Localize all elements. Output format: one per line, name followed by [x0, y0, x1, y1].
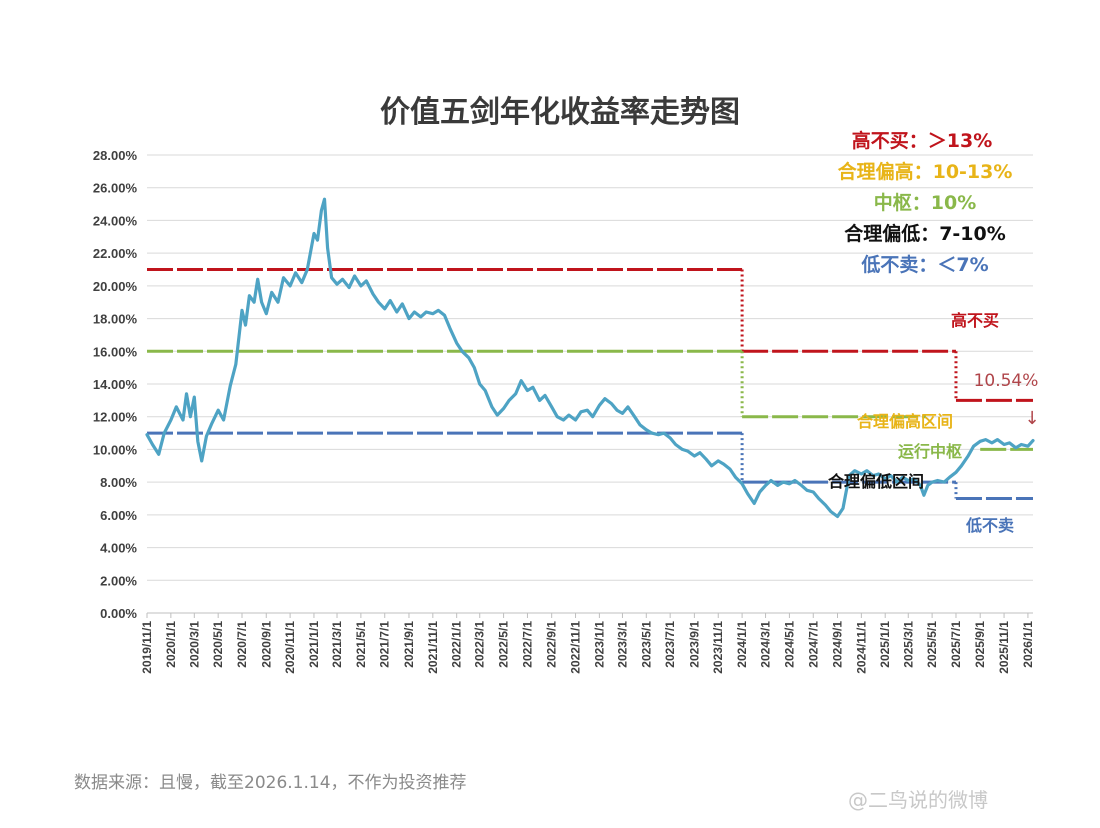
x-axis: 2019/11/1 2020/1/1 2020/3/1 2020/5/1 2020/7/…: [140, 613, 1035, 674]
y-tick-label: 12.00%: [93, 410, 138, 425]
arrow-icon: ↓: [1024, 408, 1039, 429]
x-tick-label: 2024/3/1: [759, 621, 773, 668]
x-tick-label: 2021/5/1: [354, 621, 368, 668]
x-tick-label: 2020/3/1: [187, 621, 201, 668]
y-tick-label: 4.00%: [100, 541, 137, 556]
x-tick-label: 2023/11/1: [711, 621, 725, 674]
x-tick-label: 2021/3/1: [330, 621, 344, 668]
y-tick-label: 14.00%: [93, 377, 138, 392]
y-tick-label: 6.00%: [100, 508, 137, 523]
data-source-note: 数据来源：且慢，截至2026.1.14，不作为投资推荐: [74, 773, 467, 793]
y-tick-label: 22.00%: [93, 246, 138, 261]
x-tick-label: 2022/7/1: [520, 621, 534, 668]
y-tick-label: 8.00%: [100, 475, 137, 490]
legend-high: 高不买：＞13%: [852, 129, 992, 152]
annotation-upper-band: 合理偏高区间: [857, 412, 953, 431]
y-tick-label: 28.00%: [93, 148, 138, 163]
x-tick-label: 2020/9/1: [259, 621, 273, 668]
x-tick-label: 2020/7/1: [235, 621, 249, 668]
annotation-low: 低不卖: [965, 516, 1014, 535]
x-tick-label: 2025/9/1: [973, 621, 987, 668]
x-tick-label: 2024/9/1: [831, 621, 845, 668]
legend-center: 中枢：10%: [874, 191, 976, 214]
x-tick-label: 2021/11/1: [426, 621, 440, 674]
x-tick-label: 2023/7/1: [663, 621, 677, 668]
x-tick-label: 2020/11/1: [283, 621, 297, 674]
y-tick-label: 24.00%: [93, 213, 138, 228]
y-tick-label: 20.00%: [93, 279, 138, 294]
y-tick-label: 2.00%: [100, 573, 137, 588]
annotation-lower-band: 合理偏低区间: [828, 472, 924, 491]
y-tick-label: 10.00%: [93, 442, 138, 457]
x-tick-label: 2025/5/1: [925, 621, 939, 668]
series-line: [145, 197, 1035, 519]
x-tick-label: 2021/1/1: [307, 621, 321, 668]
x-tick-label: 2022/9/1: [545, 621, 559, 668]
legend-lower: 合理偏低：7-10%: [844, 222, 1006, 245]
annotation-current-value: 10.54%: [974, 371, 1039, 391]
x-tick-label: 2023/9/1: [687, 621, 701, 668]
x-tick-label: 2022/5/1: [497, 621, 511, 668]
legend-upper: 合理偏高：10-13%: [838, 160, 1013, 183]
y-tick-label: 26.00%: [93, 181, 138, 196]
legend-low: 低不卖：＜7%: [860, 253, 988, 276]
legend: 高不买：＞13% 合理偏高：10-13% 中枢：10% 合理偏低：7-10% 低…: [838, 129, 1013, 276]
chart-title: 价值五剑年化收益率走势图: [380, 95, 740, 130]
x-tick-label: 2020/1/1: [164, 621, 178, 668]
x-tick-label: 2024/11/1: [854, 621, 868, 674]
x-tick-label: 2025/7/1: [949, 621, 963, 668]
x-tick-label: 2021/9/1: [402, 621, 416, 668]
x-tick-label: 2022/11/1: [569, 621, 583, 674]
gridlines: [147, 154, 1033, 614]
x-tick-label: 2020/5/1: [211, 621, 225, 668]
series-layer: [145, 197, 1035, 519]
x-tick-label: 2022/3/1: [473, 621, 487, 668]
y-tick-label: 16.00%: [93, 344, 138, 359]
x-tick-label: 2025/11/1: [997, 621, 1011, 674]
x-tick-label: 2019/11/1: [140, 621, 154, 674]
y-tick-label: 18.00%: [93, 312, 138, 327]
y-axis: 0.00% 2.00% 4.00% 6.00% 8.00% 10.00% 12.00% 14.…: [93, 148, 138, 621]
y-tick-label: 0.00%: [100, 606, 137, 621]
x-tick-label: 2026/1/1: [1021, 621, 1035, 668]
x-tick-label: 2021/7/1: [378, 621, 392, 668]
x-tick-label: 2023/5/1: [639, 621, 653, 668]
x-tick-label: 2025/3/1: [901, 621, 915, 668]
x-tick-label: 2024/1/1: [735, 621, 749, 668]
x-tick-label: 2023/1/1: [592, 621, 606, 668]
x-tick-label: 2022/1/1: [450, 621, 464, 668]
x-tick-label: 2023/3/1: [615, 621, 629, 668]
x-tick-label: 2024/5/1: [782, 621, 796, 668]
watermark: @二鸟说的微博: [848, 788, 988, 812]
annotation-center: 运行中枢: [898, 442, 962, 461]
chart: 价值五剑年化收益率走势图 0.00% 2.00% 4.00% 6.00% 8.00% 10…: [93, 95, 1040, 674]
x-tick-label: 2024/7/1: [806, 621, 820, 668]
x-tick-label: 2025/1/1: [878, 621, 892, 668]
annotations: 高不买 10.54% ↓ 合理偏高区间 运行中枢 合理偏低区间 低不卖: [828, 311, 1040, 535]
annotation-high: 高不买: [951, 311, 999, 330]
